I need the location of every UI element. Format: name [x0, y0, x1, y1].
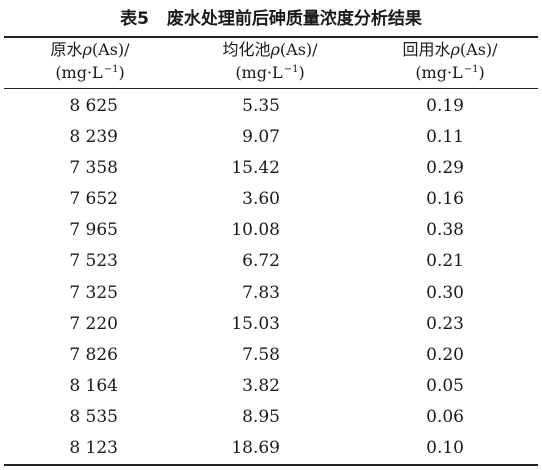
reuse-water-value: 0.38: [426, 220, 464, 241]
equalization-tank-value: 10.08: [231, 220, 280, 241]
equalization-tank-value: 8.95: [242, 406, 280, 427]
table-row: 7 358 15.42 0.29: [0, 153, 542, 184]
unit-open: (As)/: [91, 40, 130, 59]
unit-base: (mg·L: [235, 63, 283, 82]
table-row: 7 220 15.03 0.23: [0, 309, 542, 340]
top-rule: [4, 36, 538, 38]
equalization-tank-value: 3.82: [242, 375, 280, 396]
reuse-water-value: 0.10: [426, 438, 464, 459]
equalization-tank-value: 15.03: [231, 313, 280, 334]
raw-water-value: 8 239: [69, 127, 118, 148]
table-title: 废水处理前后砷质量浓度分析结果: [166, 9, 422, 29]
raw-water-value: 7 358: [69, 158, 118, 179]
raw-water-value: 7 325: [69, 282, 118, 303]
column-header-reuse-water: 回用水ρ(As)/ (mg·L−1): [360, 40, 540, 86]
reuse-water-value: 0.11: [426, 127, 464, 148]
equalization-tank-value: 5.35: [242, 96, 280, 116]
table-number: 表5: [120, 9, 149, 29]
equalization-tank-value: 9.07: [242, 127, 280, 148]
table-row: 7 523 6.72 0.21: [0, 246, 542, 277]
raw-water-value: 8 123: [69, 438, 118, 459]
equalization-tank-value: 7.83: [242, 282, 280, 303]
raw-water-value: 8 535: [69, 406, 118, 427]
column-name: 均化池: [222, 40, 271, 59]
reuse-water-value: 0.29: [426, 158, 464, 179]
table-row: 8 239 9.07 0.11: [0, 122, 542, 153]
unit-exponent: −1: [463, 64, 479, 75]
reuse-water-value: 0.05: [426, 375, 464, 396]
reuse-water-value: 0.16: [426, 189, 464, 210]
reuse-water-value: 0.20: [426, 344, 464, 365]
reuse-water-value: 0.21: [426, 251, 464, 272]
unit-close: ): [118, 63, 125, 82]
unit-open: (As)/: [459, 40, 498, 59]
table-row: 8 123 18.69 0.10: [0, 433, 542, 464]
table-row: 7 965 10.08 0.38: [0, 215, 542, 246]
raw-water-value: 7 965: [69, 220, 118, 241]
table-row: 7 325 7.83 0.30: [0, 278, 542, 309]
column-header-raw-water: 原水ρ(As)/ (mg·L−1): [0, 40, 180, 86]
reuse-water-value: 0.23: [426, 313, 464, 334]
unit-base: (mg·L: [415, 63, 463, 82]
table-body: 8 625 5.35 0.19 8 239 9.07 0.11 7 358 15.42 0.29…: [0, 91, 542, 464]
equalization-tank-value: 3.60: [242, 189, 280, 210]
equalization-tank-value: 18.69: [231, 438, 280, 459]
table-row: 8 535 8.95 0.06: [0, 402, 542, 433]
column-name: 回用水: [402, 40, 451, 59]
header-rule: [4, 88, 538, 89]
column-header-equalization-tank: 均化池ρ(As)/ (mg·L−1): [180, 40, 360, 86]
reuse-water-value: 0.19: [426, 96, 464, 116]
unit-close: ): [298, 63, 305, 82]
raw-water-value: 7 652: [69, 189, 118, 210]
raw-water-value: 7 826: [69, 344, 118, 365]
table-caption: 表5 废水处理前后砷质量浓度分析结果: [0, 6, 542, 32]
rho-symbol: ρ: [450, 40, 460, 59]
rho-symbol: ρ: [270, 40, 280, 59]
raw-water-value: 8 625: [69, 96, 118, 116]
unit-base: (mg·L: [55, 63, 103, 82]
raw-water-value: 7 523: [69, 251, 118, 272]
reuse-water-value: 0.06: [426, 406, 464, 427]
equalization-tank-value: 6.72: [242, 251, 280, 272]
reuse-water-value: 0.30: [426, 282, 464, 303]
column-name: 原水: [50, 40, 83, 59]
unit-open: (As)/: [279, 40, 318, 59]
bottom-rule: [4, 464, 538, 466]
unit-close: ): [478, 63, 485, 82]
unit-exponent: −1: [283, 64, 299, 75]
raw-water-value: 7 220: [69, 313, 118, 334]
table-row: 7 826 7.58 0.20: [0, 340, 542, 371]
raw-water-value: 8 164: [69, 375, 118, 396]
table-row: 8 164 3.82 0.05: [0, 371, 542, 402]
equalization-tank-value: 7.58: [242, 344, 280, 365]
table-row: 8 625 5.35 0.19: [0, 91, 542, 122]
table-row: 7 652 3.60 0.16: [0, 184, 542, 215]
unit-exponent: −1: [103, 64, 119, 75]
equalization-tank-value: 15.42: [231, 158, 280, 179]
rho-symbol: ρ: [82, 40, 92, 59]
